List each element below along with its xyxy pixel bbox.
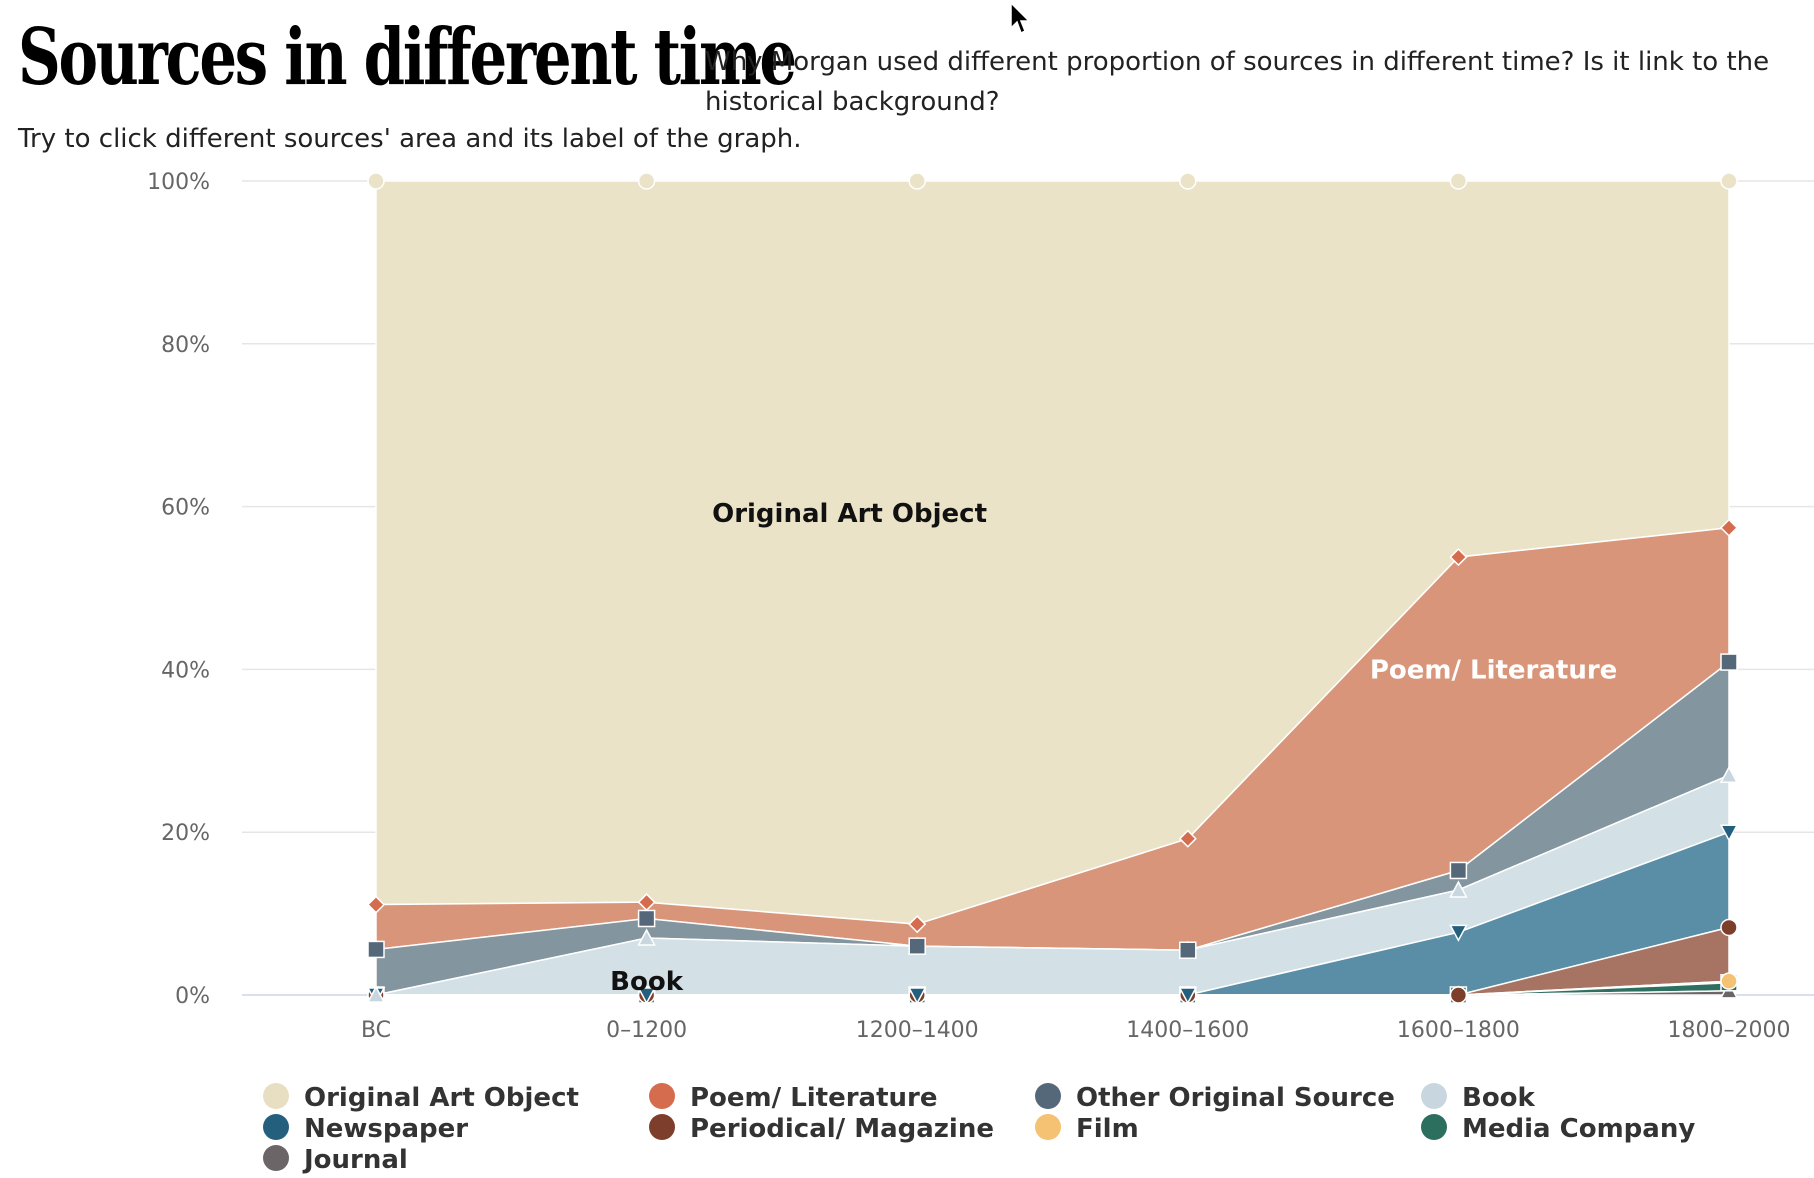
- legend-swatch: [1035, 1114, 1061, 1140]
- chart-instruction: Try to click different sources' area and…: [18, 124, 802, 154]
- marker-poem-literature[interactable]: [366, 895, 386, 914]
- marker-other-original-source[interactable]: [367, 940, 385, 959]
- legend-item-periodical-magazine[interactable]: Periodical/ Magazine: [649, 1114, 994, 1144]
- marker-poem-literature[interactable]: [637, 893, 656, 912]
- legend-item-film[interactable]: Film: [1035, 1114, 1139, 1144]
- legend-swatch: [649, 1083, 675, 1109]
- marker-original-art-object[interactable]: [1179, 172, 1197, 190]
- legend-item-book[interactable]: Book: [1421, 1083, 1536, 1113]
- marker-other-original-source[interactable]: [1179, 941, 1197, 959]
- marker-other-original-source[interactable]: [1449, 861, 1468, 880]
- marker-poem-literature[interactable]: [1449, 548, 1468, 567]
- page-title: Sources in different time: [18, 12, 797, 103]
- chart-markers[interactable]: [366, 172, 1739, 1005]
- area-label-book[interactable]: Book: [610, 967, 684, 997]
- marker-poem-literature[interactable]: [1719, 518, 1739, 537]
- x-tick-label: BC: [361, 1018, 391, 1043]
- legend-label[interactable]: Journal: [302, 1145, 408, 1175]
- y-tick-label: 100%: [147, 170, 210, 195]
- legend-swatch: [263, 1145, 289, 1171]
- marker-book[interactable]: [1719, 765, 1739, 783]
- legend-swatch: [1421, 1114, 1447, 1140]
- marker-newspaper[interactable]: [637, 987, 656, 1005]
- x-tick-label: 1400–1600: [1126, 1018, 1249, 1043]
- marker-book[interactable]: [1449, 880, 1468, 898]
- legend-label[interactable]: Film: [1076, 1114, 1139, 1144]
- legend-swatch: [263, 1114, 289, 1140]
- marker-original-art-object[interactable]: [908, 172, 926, 190]
- legend-label[interactable]: Media Company: [1462, 1114, 1695, 1144]
- legend-label[interactable]: Periodical/ Magazine: [690, 1114, 994, 1144]
- y-tick-label: 0%: [175, 984, 210, 1009]
- legend-swatch: [1035, 1083, 1061, 1109]
- y-tick-label: 60%: [161, 496, 210, 521]
- marker-newspaper[interactable]: [1719, 824, 1739, 842]
- x-tick-label: 1600–1800: [1397, 1018, 1520, 1043]
- marker-book[interactable]: [637, 928, 656, 946]
- marker-newspaper[interactable]: [907, 987, 927, 1005]
- area-label-original-art-object[interactable]: Original Art Object: [712, 499, 987, 529]
- legend-label[interactable]: Newspaper: [304, 1114, 468, 1144]
- mouse-cursor-icon: [1010, 2, 1031, 35]
- y-tick-label: 40%: [161, 658, 210, 683]
- x-tick-label: 0–1200: [606, 1018, 687, 1043]
- marker-poem-literature[interactable]: [1178, 829, 1197, 848]
- legend-swatch: [1421, 1083, 1447, 1109]
- legend-swatch: [649, 1114, 675, 1140]
- marker-other-original-source[interactable]: [908, 937, 926, 955]
- marker-original-art-object[interactable]: [367, 172, 385, 190]
- marker-other-original-source[interactable]: [637, 909, 656, 928]
- marker-newspaper[interactable]: [1449, 924, 1468, 942]
- marker-original-art-object[interactable]: [1720, 172, 1738, 190]
- legend-swatch: [263, 1083, 289, 1109]
- legend-item-poem-literature[interactable]: Poem/ Literature: [649, 1083, 938, 1113]
- legend-item-newspaper[interactable]: Newspaper: [263, 1114, 468, 1144]
- legend-label[interactable]: Original Art Object: [304, 1083, 579, 1113]
- marker-film[interactable]: [1720, 972, 1738, 990]
- marker-newspaper[interactable]: [1178, 987, 1198, 1005]
- marker-original-art-object[interactable]: [637, 172, 656, 190]
- marker-original-art-object[interactable]: [1449, 172, 1468, 190]
- legend-item-other-original-source[interactable]: Other Original Source: [1035, 1083, 1395, 1113]
- area-labels[interactable]: Original Art Object Poem/ Literature Book: [610, 499, 1617, 997]
- legend-label[interactable]: Other Original Source: [1076, 1083, 1395, 1113]
- x-axis: BC 0–1200 1200–1400 1400–1600 1600–1800 1800–…: [361, 1018, 1791, 1043]
- marker-periodical-magazine[interactable]: [1720, 918, 1738, 937]
- marker-poem-literature[interactable]: [908, 915, 927, 934]
- legend-label[interactable]: Poem/ Literature: [690, 1083, 938, 1113]
- chart-question: Why Morgan used different proportion of …: [705, 47, 1770, 117]
- legend-item-original-art-object[interactable]: Original Art Object: [263, 1083, 579, 1113]
- marker-periodical-magazine[interactable]: [1449, 986, 1468, 1004]
- marker-other-original-source[interactable]: [1720, 653, 1738, 671]
- chart-legend[interactable]: Original Art Object Poem/ Literature Other…: [263, 1083, 1695, 1175]
- legend-label[interactable]: Book: [1462, 1083, 1536, 1113]
- marker-book[interactable]: [366, 985, 386, 1003]
- x-tick-label: 1200–1400: [856, 1018, 979, 1043]
- y-tick-label: 20%: [161, 821, 210, 846]
- x-tick-label: 1800–2000: [1668, 1018, 1791, 1043]
- legend-item-journal[interactable]: Journal: [263, 1145, 408, 1175]
- legend-item-media-company[interactable]: Media Company: [1421, 1114, 1695, 1144]
- y-axis: 0% 20% 40% 60% 80% 100%: [147, 170, 210, 1009]
- area-label-poem-literature[interactable]: Poem/ Literature: [1370, 655, 1618, 685]
- chart-areas[interactable]: [375, 180, 1730, 996]
- y-tick-label: 80%: [161, 333, 210, 358]
